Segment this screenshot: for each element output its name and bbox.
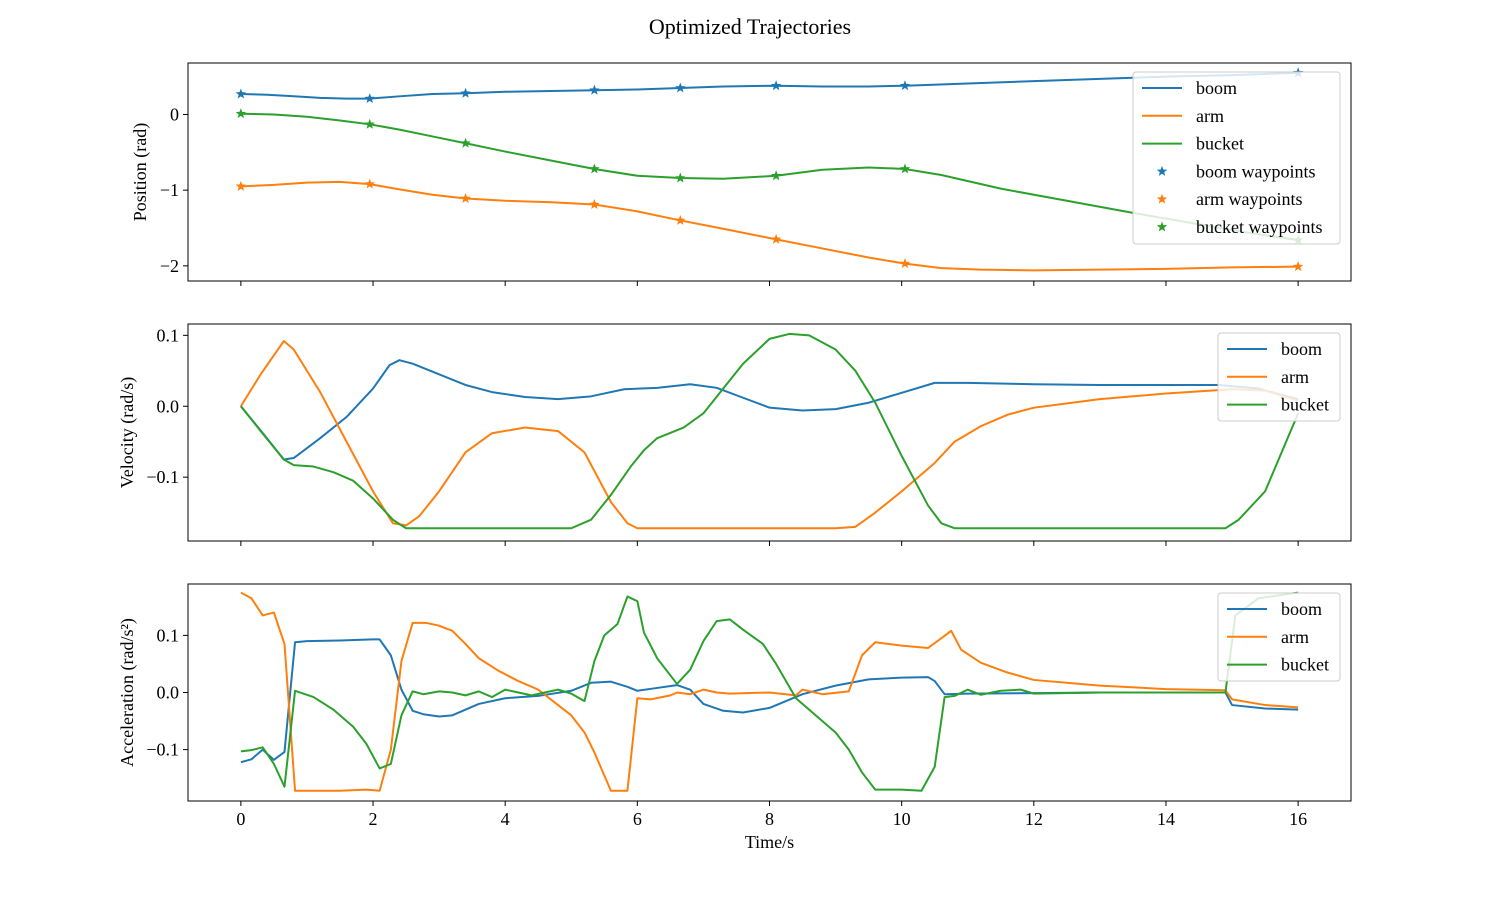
waypoint-boom [235,88,247,99]
legend: boom arm bucket boom waypoints arm waypoints… [1132,71,1341,245]
waypoint-arm [770,233,782,244]
waypoint-arm [235,180,247,191]
waypoint-arm [899,258,911,269]
waypoint-bucket [460,137,471,148]
waypoint-arm [589,199,600,209]
waypoint-boom [899,80,911,91]
y-tick-label: 0.1 [157,325,180,345]
waypoint-bucket [364,118,375,129]
y-axis-label: Velocity (rad/s) [117,377,138,488]
legend-label: arm [1281,627,1309,647]
plot-area [240,332,1300,530]
y-tick-label: 0.0 [157,396,180,416]
waypoint-boom [364,93,375,104]
x-tick-label: 4 [501,809,510,829]
x-tick-label: 0 [236,809,245,829]
subplot-3: 0 2 4 6 8 10 12 14 16 0.1 0.0 −0.1 Acceleration (rad… [117,583,1352,852]
waypoint-bucket [770,170,782,181]
axes-frame [187,323,1352,542]
series-line-boom [240,638,1299,764]
x-tick-label: 12 [1025,809,1043,829]
waypoint-bucket [589,163,600,174]
legend-label: bucket waypoints [1196,217,1322,237]
waypoint-bucket [899,163,911,174]
legend-box [1217,592,1341,682]
legend-label: boom [1196,78,1237,98]
x-tick-label: 14 [1157,809,1175,829]
waypoint-arm [364,178,375,189]
legend-label: bucket [1281,655,1329,675]
waypoint-boom [460,87,471,98]
y-axis-label: Position (rad) [130,123,151,222]
figure-title: Optimized Trajectories [649,14,851,39]
series-line-bucket [240,332,1300,530]
x-tick-label: 16 [1289,809,1307,829]
legend-marker-arm-waypoints [1156,193,1168,204]
y-tick-label: −1 [160,180,179,200]
legend-label: boom [1281,599,1322,619]
plot-area [240,591,1299,792]
waypoint-boom [770,80,782,91]
legend-box [1132,71,1341,245]
waypoint-boom [675,82,686,93]
y-tick-label: 0.0 [157,683,180,703]
legend-label: bucket [1281,395,1329,415]
subplot-2: 0.1 0.0 −0.1 Velocity (rad/s) boom arm bucket [117,323,1352,546]
legend-label: arm waypoints [1196,189,1302,209]
legend-label: arm [1196,106,1224,126]
legend-label: bucket [1196,134,1244,154]
x-axis-label: Time/s [745,832,794,852]
waypoint-arm [1292,261,1304,272]
x-tick-label: 8 [765,809,774,829]
y-axis-label: Acceleration (rad/s²) [117,618,138,767]
y-tick-label: −2 [160,256,179,276]
series-line-arm [240,591,1299,792]
waypoint-arm [460,192,471,203]
series-line-bucket [240,591,1299,792]
legend-label: boom [1281,339,1322,359]
y-tick-label: −0.1 [146,740,179,760]
series-line-boom [240,359,1299,461]
series-line-arm [240,340,1299,530]
legend-label: boom waypoints [1196,161,1316,181]
legend-label: arm [1281,367,1309,387]
y-tick-label: 0.1 [157,625,180,645]
x-tick-label: 6 [633,809,642,829]
waypoint-boom [589,84,600,95]
y-tick-label: 0 [170,104,179,124]
legend: boom arm bucket [1217,592,1341,682]
waypoint-bucket [235,108,247,119]
series-line-boom [240,71,1299,100]
waypoint-arm [675,214,686,225]
legend-box [1217,332,1341,422]
legend-marker-bucket-waypoints [1156,221,1168,232]
y-tick-label: −0.1 [146,467,179,487]
subplot-1: 0 −1 −2 Position (rad) boom arm bucket boom way… [130,62,1352,286]
waypoint-bucket [675,172,686,183]
legend-marker-boom-waypoints [1156,165,1168,176]
x-tick-label: 10 [893,809,911,829]
x-tick-label: 2 [369,809,378,829]
legend: boom arm bucket [1217,332,1341,422]
